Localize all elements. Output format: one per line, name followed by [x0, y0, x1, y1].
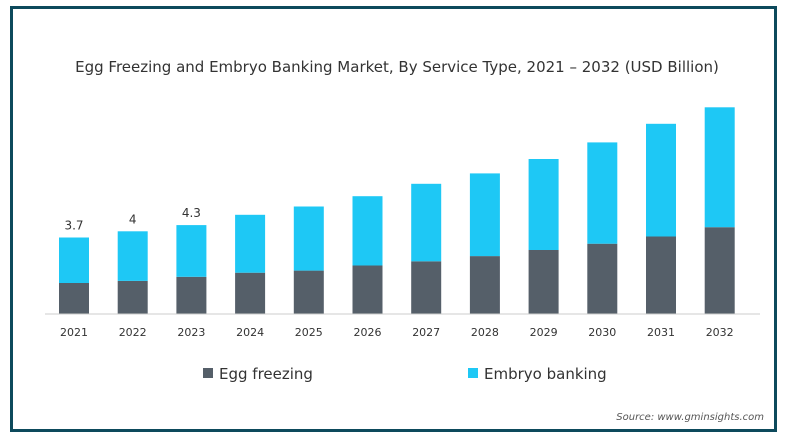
bar-embryo-banking-2024: [235, 214, 266, 273]
data-label-total: 4: [129, 212, 137, 226]
bar-egg-freezing-2031: [646, 236, 676, 314]
bar-embryo-banking-2028: [469, 173, 500, 257]
bar-embryo-banking-2022: [117, 231, 148, 281]
bar-egg-freezing-2030: [587, 243, 618, 314]
x-tick-label: 2022: [119, 326, 147, 339]
bar-embryo-banking-2032: [704, 107, 735, 228]
bar-egg-freezing-2029: [528, 249, 559, 314]
x-tick-label: 2023: [177, 326, 205, 339]
data-labels-group: 3.7 4 4.3: [64, 206, 200, 232]
bar-egg-freezing-2021: [59, 283, 89, 314]
bar-egg-freezing-2025: [293, 270, 324, 314]
bar-embryo-banking-2027: [411, 183, 442, 262]
x-tick-label: 2026: [354, 326, 382, 339]
bar-embryo-banking-2030: [587, 142, 618, 244]
x-tick-label: 2028: [471, 326, 499, 339]
x-ticks-group: 2021 2022 2023 2024 2025 2026 2027 2028 2029 2030…: [60, 326, 734, 339]
x-tick-label: 2024: [236, 326, 264, 339]
x-tick-label: 2027: [412, 326, 440, 339]
bar-embryo-banking-2029: [528, 159, 559, 250]
data-label-total: 4.3: [182, 206, 201, 220]
bar-egg-freezing-2028: [469, 256, 500, 314]
bars-group: [59, 107, 735, 314]
bar-embryo-banking-2031: [646, 123, 676, 237]
bar-embryo-banking-2025: [293, 206, 324, 271]
bar-egg-freezing-2026: [352, 265, 383, 314]
x-tick-label: 2025: [295, 326, 323, 339]
bar-embryo-banking-2023: [176, 225, 207, 277]
legend-label-egg-freezing: Egg freezing: [219, 365, 313, 383]
bar-embryo-banking-2021: [59, 237, 89, 283]
bar-egg-freezing-2032: [704, 227, 735, 314]
data-label-total: 3.7: [64, 219, 83, 233]
bar-egg-freezing-2024: [235, 272, 266, 314]
legend-swatch-egg-freezing: [203, 368, 213, 378]
bar-embryo-banking-2026: [352, 196, 383, 266]
x-tick-label: 2029: [530, 326, 558, 339]
bar-egg-freezing-2023: [176, 276, 207, 314]
x-tick-label: 2031: [647, 326, 675, 339]
x-tick-label: 2032: [706, 326, 734, 339]
bar-egg-freezing-2022: [117, 280, 148, 314]
x-tick-label: 2030: [588, 326, 616, 339]
x-tick-label: 2021: [60, 326, 88, 339]
chart-title: Egg Freezing and Embryo Banking Market, …: [75, 58, 719, 76]
legend-label-embryo-banking: Embryo banking: [484, 365, 607, 383]
legend-swatch-embryo-banking: [468, 368, 478, 378]
source-note: Source: www.gminsights.com: [616, 412, 764, 423]
bar-egg-freezing-2027: [411, 261, 442, 314]
